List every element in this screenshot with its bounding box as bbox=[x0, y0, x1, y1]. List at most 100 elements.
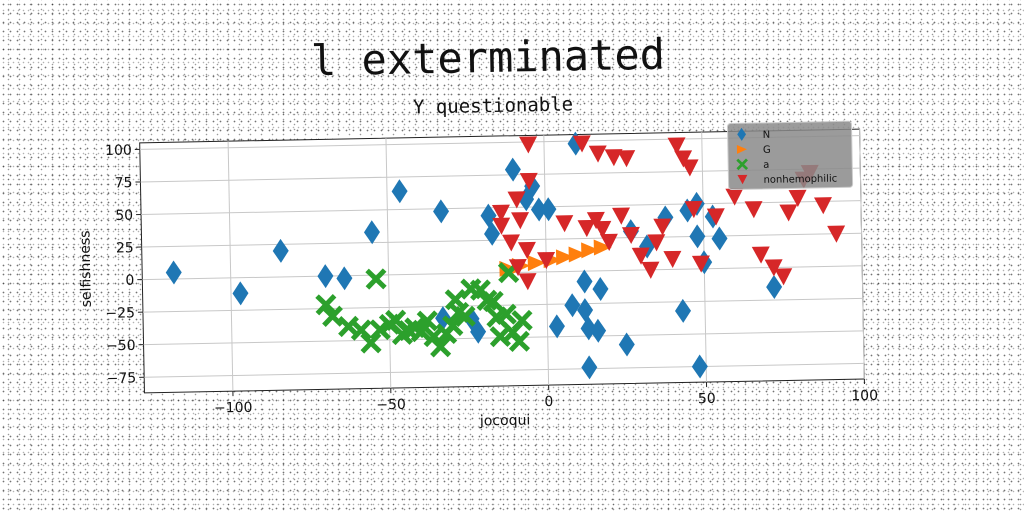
point-series-0 bbox=[504, 157, 521, 182]
point-series-3 bbox=[674, 150, 693, 168]
point-series-2 bbox=[486, 306, 508, 328]
point-series-0 bbox=[657, 205, 674, 230]
point-series-2 bbox=[315, 294, 337, 316]
point-series-3 bbox=[537, 251, 556, 270]
y-tick-label: 50 bbox=[115, 208, 133, 224]
point-series-3 bbox=[774, 268, 793, 286]
point-series-0 bbox=[232, 281, 249, 306]
legend-label: a bbox=[763, 160, 769, 171]
point-series-3 bbox=[501, 234, 520, 252]
point-series-3 bbox=[572, 135, 591, 153]
point-series-3 bbox=[706, 208, 725, 226]
legend-label: G bbox=[763, 145, 771, 156]
point-series-2 bbox=[508, 330, 531, 353]
point-series-0 bbox=[530, 197, 547, 222]
point-series-3 bbox=[684, 200, 703, 219]
x-tick-label: 100 bbox=[851, 388, 878, 405]
point-series-0 bbox=[689, 224, 706, 249]
point-series-1 bbox=[568, 246, 587, 263]
point-series-2 bbox=[321, 305, 344, 327]
point-series-3 bbox=[508, 258, 527, 277]
legend-marker bbox=[737, 174, 748, 185]
point-series-0 bbox=[336, 266, 353, 291]
point-series-0 bbox=[433, 199, 450, 224]
x-grid-line bbox=[859, 129, 865, 380]
point-series-3 bbox=[641, 261, 660, 279]
x-tick-label: −100 bbox=[214, 400, 253, 417]
point-series-2 bbox=[497, 261, 520, 284]
y-tick-label: −50 bbox=[106, 338, 136, 355]
point-series-2 bbox=[429, 336, 452, 358]
point-series-3 bbox=[519, 172, 538, 191]
point-series-0 bbox=[480, 203, 497, 228]
point-series-2 bbox=[350, 319, 372, 341]
y-tick-label: 75 bbox=[114, 175, 132, 191]
y-tick-label: −75 bbox=[107, 370, 137, 387]
point-series-3 bbox=[788, 189, 807, 207]
y-grid-line bbox=[142, 297, 863, 313]
point-series-0 bbox=[691, 354, 708, 379]
point-series-3 bbox=[612, 207, 631, 225]
legend: NGa nonhemophilic bbox=[726, 120, 854, 191]
point-series-2 bbox=[360, 332, 382, 354]
point-series-0 bbox=[581, 355, 598, 380]
x-tick-label: −50 bbox=[376, 397, 406, 414]
point-series-0 bbox=[618, 332, 635, 357]
point-series-2 bbox=[454, 305, 476, 328]
point-series-1 bbox=[555, 249, 575, 266]
point-series-0 bbox=[548, 314, 565, 339]
y-tick-label: 0 bbox=[125, 273, 134, 289]
point-series-3 bbox=[588, 145, 607, 163]
point-series-3 bbox=[647, 234, 666, 252]
point-series-0 bbox=[675, 298, 692, 323]
point-series-0 bbox=[577, 298, 594, 323]
point-series-3 bbox=[518, 273, 537, 291]
point-series-3 bbox=[586, 211, 605, 230]
point-series-3 bbox=[604, 149, 623, 167]
point-series-3 bbox=[631, 247, 650, 265]
y-tick-label: 25 bbox=[116, 240, 134, 256]
point-series-3 bbox=[599, 233, 618, 251]
point-series-0 bbox=[592, 277, 609, 302]
point-series-0 bbox=[576, 269, 593, 294]
legend-marker bbox=[736, 145, 747, 154]
point-series-3 bbox=[680, 159, 699, 177]
point-series-3 bbox=[663, 250, 682, 268]
point-series-2 bbox=[444, 288, 467, 311]
point-series-3 bbox=[751, 246, 770, 264]
point-series-3 bbox=[725, 188, 744, 206]
point-series-2 bbox=[416, 310, 439, 332]
point-series-3 bbox=[744, 201, 763, 219]
point-series-3 bbox=[779, 204, 798, 222]
x-tick-label: 50 bbox=[698, 391, 716, 407]
point-series-2 bbox=[365, 268, 387, 290]
point-series-2 bbox=[410, 320, 432, 343]
point-series-3 bbox=[577, 219, 596, 238]
x-grid-line bbox=[385, 138, 392, 389]
y-tick-label: 100 bbox=[105, 143, 132, 160]
point-series-3 bbox=[813, 197, 832, 215]
point-series-3 bbox=[617, 150, 636, 168]
point-series-3 bbox=[492, 217, 511, 235]
point-series-0 bbox=[272, 238, 289, 263]
chart-subtitle: Y questionable bbox=[413, 93, 574, 118]
plot-group: −100 −50 0 50 100 100 75 50 25 0 −25 −50 −75 NGa nonh… bbox=[77, 120, 878, 429]
point-series-3 bbox=[491, 204, 510, 222]
point-series-3 bbox=[555, 215, 574, 233]
point-series-0 bbox=[391, 179, 408, 204]
point-series-0 bbox=[317, 264, 334, 289]
x-tick-label: 0 bbox=[544, 394, 553, 410]
point-series-0 bbox=[564, 293, 581, 318]
point-series-3 bbox=[653, 218, 672, 236]
y-axis-label: selfishness bbox=[77, 230, 94, 307]
point-series-3 bbox=[517, 241, 536, 260]
point-series-0 bbox=[590, 318, 607, 343]
point-series-3 bbox=[667, 137, 686, 155]
legend-marker bbox=[736, 158, 749, 171]
point-series-3 bbox=[519, 136, 538, 154]
y-grid-line bbox=[141, 232, 862, 248]
chart-title: l exterminated bbox=[311, 30, 666, 86]
point-series-1 bbox=[527, 255, 546, 272]
x-axis-label: jocoqui bbox=[479, 412, 531, 429]
